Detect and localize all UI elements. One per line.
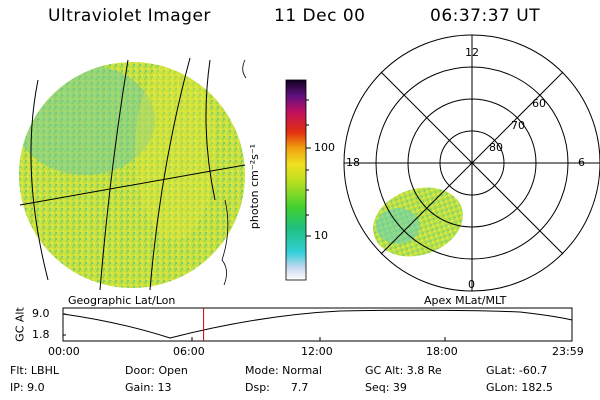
- altitude-xtick: 18:00: [426, 345, 458, 358]
- colorbar-tick-10: 10: [314, 229, 328, 242]
- altitude-xtick: 23:59: [552, 345, 584, 358]
- mlt-label-12: 12: [465, 46, 479, 59]
- door-info: Door: Open: [125, 364, 188, 377]
- dsp-info: Dsp: 7.7: [245, 381, 309, 394]
- geographic-caption: Geographic Lat/Lon: [68, 294, 176, 307]
- altitude-plot: [62, 307, 573, 342]
- ip-info: IP: 9.0: [10, 381, 45, 394]
- polar-plot: [343, 34, 600, 292]
- glat-info: GLat: -60.7: [486, 364, 548, 377]
- mlt-label-0: 0: [468, 278, 475, 291]
- colorbar: [285, 79, 311, 281]
- colorbar-unit-label: photon cm⁻²s⁻¹: [248, 143, 262, 230]
- gain-info: Gain: 13: [125, 381, 172, 394]
- colorbar-tick-100: 100: [314, 141, 335, 154]
- altitude-xtick: 06:00: [173, 345, 205, 358]
- mode-info: Mode: Normal: [245, 364, 322, 377]
- mlt-label-18: 18: [346, 156, 360, 169]
- lat-label-60: 60: [532, 97, 546, 110]
- altitude-xtick: 00:00: [48, 345, 80, 358]
- gc-alt-info: GC Alt: 3.8 Re: [365, 364, 442, 377]
- lat-label-70: 70: [511, 119, 525, 132]
- polar-caption: Apex MLat/MLT: [424, 294, 507, 307]
- altitude-xtick: 12:00: [301, 345, 333, 358]
- mlt-label-6: 6: [578, 156, 585, 169]
- lat-label-80: 80: [489, 141, 503, 154]
- seq-info: Seq: 39: [365, 381, 407, 394]
- altitude-ytick-top: 9.0: [32, 307, 50, 320]
- instrument-title: Ultraviolet Imager: [48, 6, 211, 26]
- time-label: 06:37:37 UT: [430, 6, 541, 26]
- date-label: 11 Dec 00: [274, 6, 366, 26]
- altitude-ytick-bottom: 1.8: [32, 328, 50, 341]
- earth-image: [19, 57, 247, 291]
- glon-info: GLon: 182.5: [486, 381, 553, 394]
- filter-info: Flt: LBHL: [10, 364, 59, 377]
- altitude-ylabel: GC Alt: [13, 307, 27, 342]
